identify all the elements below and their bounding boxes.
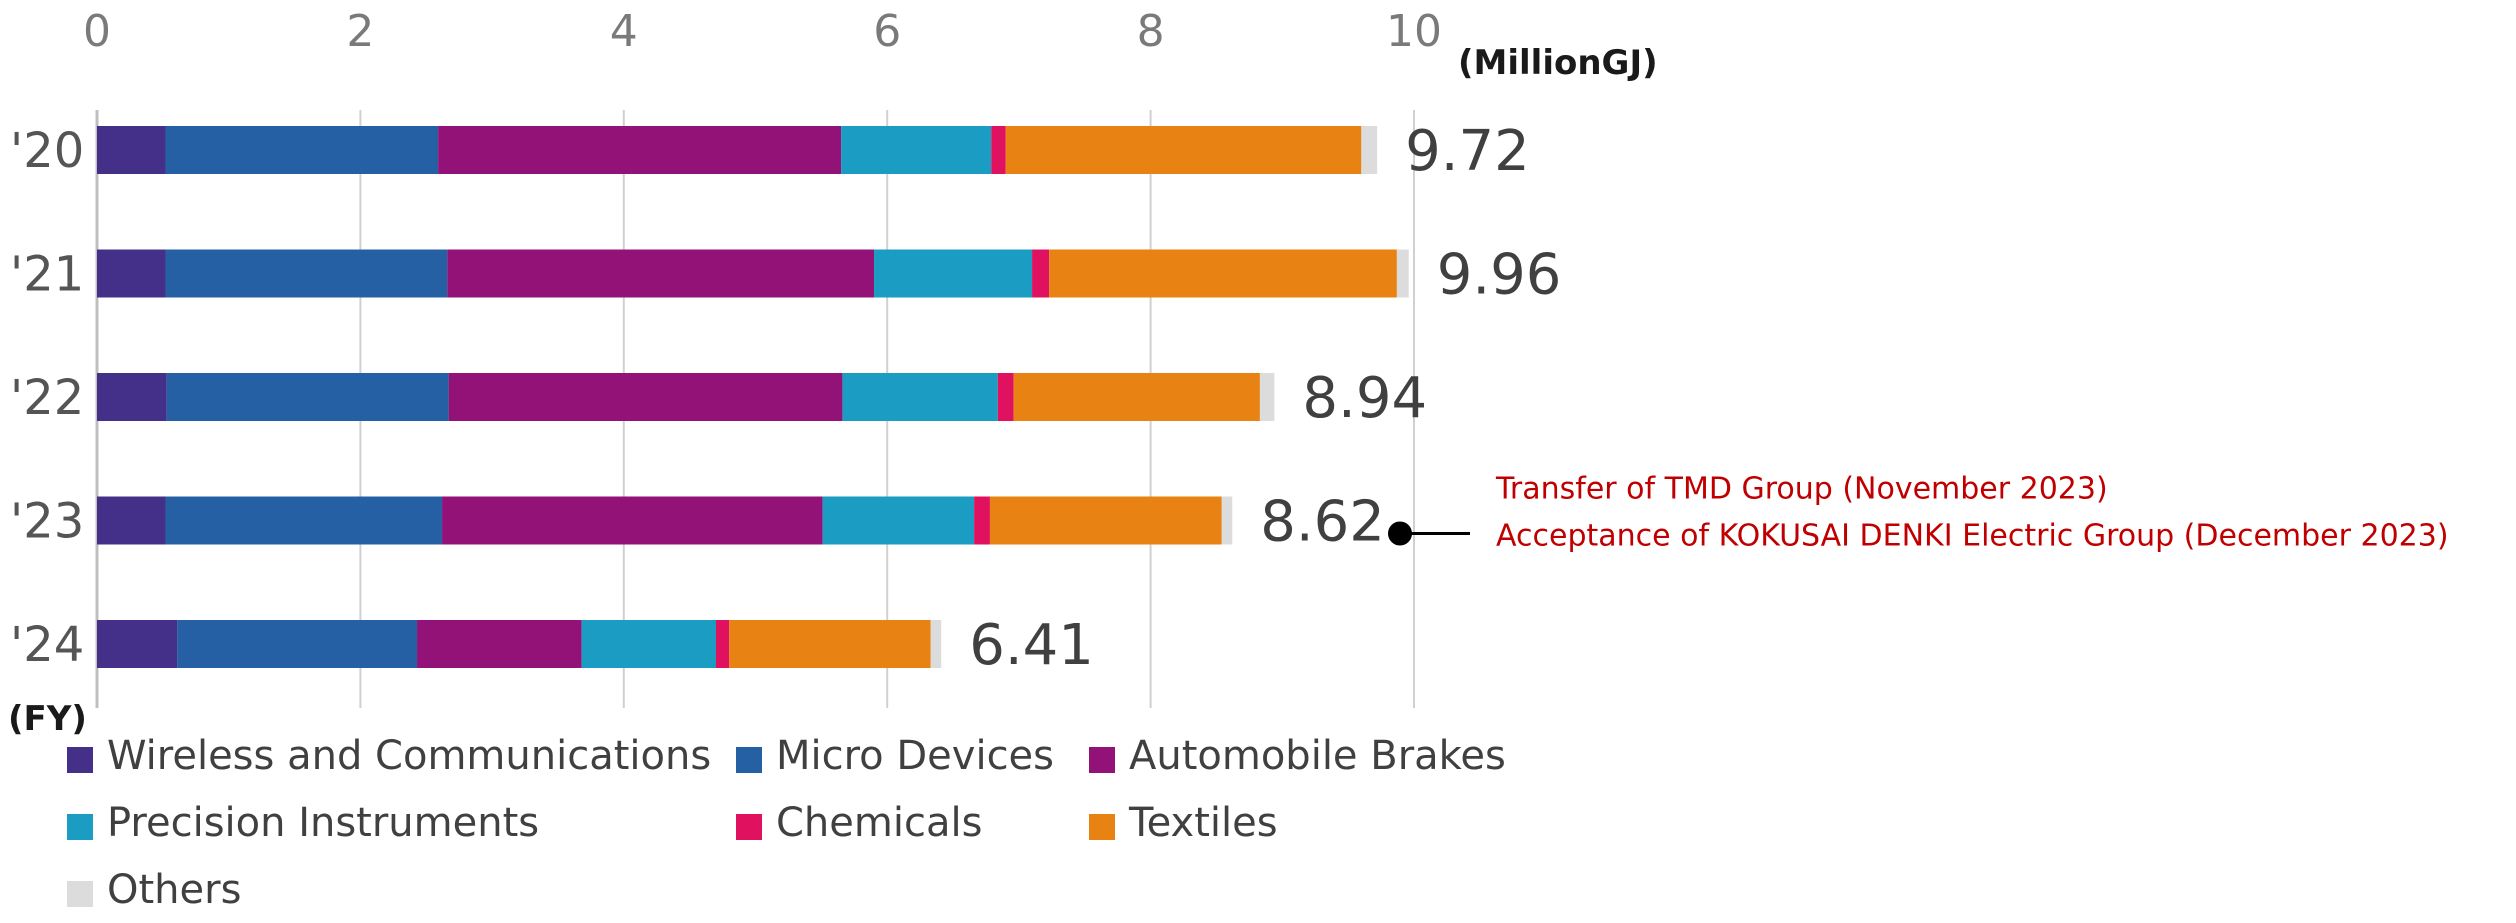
annotation-text: Transfer of TMD Group (November 2023) xyxy=(1495,472,2108,507)
bar-segment xyxy=(581,620,716,668)
legend-label: Others xyxy=(107,867,241,913)
bar-segment xyxy=(97,249,166,298)
annotation-marker xyxy=(1388,521,1412,546)
bar-segment xyxy=(165,496,443,545)
bar-segment xyxy=(448,373,843,421)
bar-segment xyxy=(1005,126,1362,174)
total-label: 8.62 xyxy=(1260,490,1385,555)
bar-segment xyxy=(1259,373,1275,421)
category-label: '23 xyxy=(10,494,84,550)
bar-segment xyxy=(438,126,842,174)
unit-label: (MillionGJ) xyxy=(1458,43,1658,83)
bar-segment xyxy=(97,373,167,421)
bar-segment xyxy=(974,496,990,545)
bar-segment xyxy=(442,496,823,545)
bar-segment xyxy=(97,496,166,545)
total-label: 9.72 xyxy=(1405,119,1530,184)
annotation-text: Acceptance of KOKUSAI DENKI Electric Gro… xyxy=(1496,519,2449,554)
bar-segment xyxy=(1049,249,1397,298)
bar-segment xyxy=(447,249,875,298)
bar-segment xyxy=(991,126,1006,174)
bar-segment xyxy=(930,620,942,668)
legend-swatch xyxy=(736,747,762,773)
legend-swatch xyxy=(1089,814,1115,840)
bar-segment xyxy=(97,126,166,174)
legend-swatch xyxy=(67,814,93,840)
legend-label: Micro Devices xyxy=(776,733,1054,779)
legend-label: Precision Instruments xyxy=(107,800,539,846)
category-label: '21 xyxy=(10,247,84,303)
bar-segment xyxy=(822,496,975,545)
bar-segment xyxy=(165,126,439,174)
bar-segment xyxy=(729,620,931,668)
legend-swatch xyxy=(67,747,93,773)
category-label: '24 xyxy=(10,617,84,673)
legend-label: Wireless and Communications xyxy=(107,733,711,779)
total-label: 8.94 xyxy=(1302,366,1427,431)
x-tick-label: 0 xyxy=(83,6,111,57)
x-tick-label: 4 xyxy=(610,6,638,57)
bar-segment xyxy=(1361,126,1378,174)
total-label: 9.96 xyxy=(1437,243,1562,308)
bar-segment xyxy=(842,373,998,421)
legend-swatch xyxy=(1089,747,1115,773)
legend-label: Chemicals xyxy=(776,800,982,846)
bar-segment xyxy=(1032,249,1050,298)
bar-segment xyxy=(165,249,448,298)
legend-swatch xyxy=(67,881,93,907)
bars-layer xyxy=(97,126,1409,668)
bar-segment xyxy=(1221,496,1233,545)
legend-label: Automobile Brakes xyxy=(1129,733,1506,779)
annotation-layer: Transfer of TMD Group (November 2023) Acc… xyxy=(1388,472,2449,554)
bar-segment xyxy=(166,373,449,421)
bar-segment xyxy=(97,620,178,668)
bar-segment xyxy=(1396,249,1409,298)
bar-segment xyxy=(1013,373,1260,421)
labels-layer: '20 9.72 '21 9.96 '22 8.94 '23 8.62 '24 6.41 xyxy=(10,119,1561,678)
bar-segment xyxy=(841,126,992,174)
x-tick-label: 2 xyxy=(346,6,374,57)
x-tick-label: 10 xyxy=(1386,6,1442,57)
bar-segment xyxy=(715,620,730,668)
category-label: '20 xyxy=(10,123,84,179)
bar-segment xyxy=(417,620,582,668)
legend-label: Textiles xyxy=(1128,800,1278,846)
category-axis-label: (FY) xyxy=(8,699,87,739)
total-label: 6.41 xyxy=(969,613,1094,678)
legend-layer: Wireless and Communications Micro Devices… xyxy=(67,733,1506,913)
x-tick-label: 6 xyxy=(873,6,901,57)
bar-segment xyxy=(997,373,1014,421)
legend-swatch xyxy=(736,814,762,840)
bar-segment xyxy=(874,249,1033,298)
x-tick-label: 8 xyxy=(1137,6,1165,57)
bar-segment xyxy=(989,496,1222,545)
category-label: '22 xyxy=(10,370,84,426)
bar-segment xyxy=(177,620,418,668)
